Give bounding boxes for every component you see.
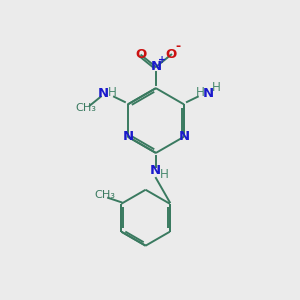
- Text: H: H: [107, 86, 116, 99]
- Text: CH₃: CH₃: [95, 190, 116, 200]
- Text: N: N: [98, 87, 109, 100]
- Text: H: H: [195, 86, 204, 99]
- Text: N: N: [178, 130, 190, 143]
- Text: CH₃: CH₃: [75, 103, 96, 113]
- Text: +: +: [158, 55, 166, 64]
- Text: N: N: [122, 130, 134, 143]
- Text: H: H: [160, 168, 169, 181]
- Text: N: N: [150, 164, 161, 177]
- Text: N: N: [202, 87, 214, 100]
- Text: O: O: [135, 48, 146, 61]
- Text: N: N: [150, 60, 161, 73]
- Text: H: H: [212, 81, 221, 94]
- Text: O: O: [166, 47, 177, 61]
- Text: -: -: [175, 40, 180, 53]
